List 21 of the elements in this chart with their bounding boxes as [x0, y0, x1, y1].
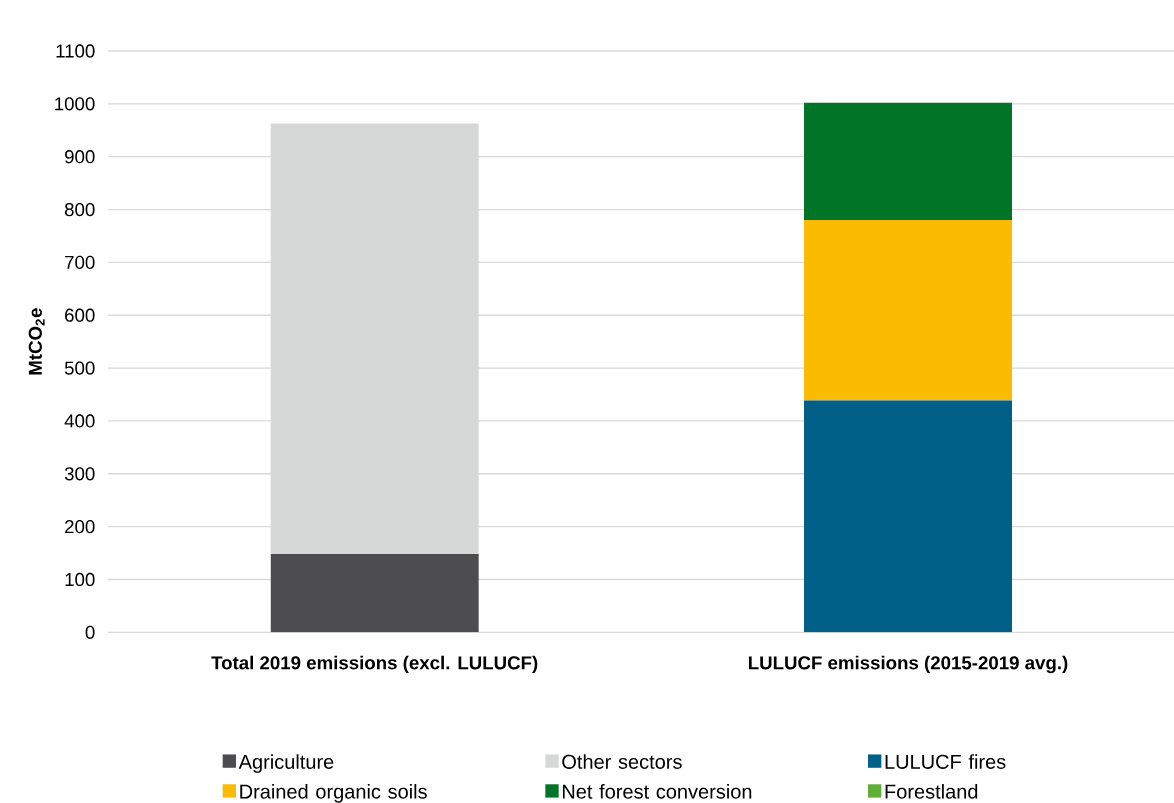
- x-tick-label: LULUCF emissions (2015-2019 avg.): [748, 655, 1068, 674]
- y-tick-label: 1100: [56, 44, 95, 58]
- y-tick-label: 600: [65, 308, 95, 322]
- legend-label: Other sectors: [562, 754, 682, 769]
- y-tick-label: 800: [64, 202, 95, 217]
- y-tick-label: 900: [65, 150, 95, 164]
- y-tick-label: 100: [65, 572, 95, 587]
- y-tick-label: 500: [64, 361, 95, 375]
- y-tick-label: 200: [65, 520, 95, 534]
- legend-label: Agriculture: [238, 754, 334, 773]
- y-tick-label: 0: [85, 625, 95, 639]
- y-tick-label: 400: [64, 414, 95, 428]
- legend-label: Net forest conversion: [562, 784, 752, 799]
- y-tick-label: 1000: [55, 97, 95, 111]
- legend-label: Drained organic soils: [240, 784, 427, 803]
- y-axis-title: MtCO$_{2}$e: [28, 308, 45, 375]
- legend-label: Forestland: [885, 784, 978, 799]
- x-tick-label: Total 2019 emissions (excl. LULUCF): [211, 655, 538, 674]
- legend-label: LULUCF fires: [885, 754, 1006, 769]
- y-tick-label: 700: [65, 255, 95, 270]
- y-tick-label: 300: [64, 467, 95, 481]
